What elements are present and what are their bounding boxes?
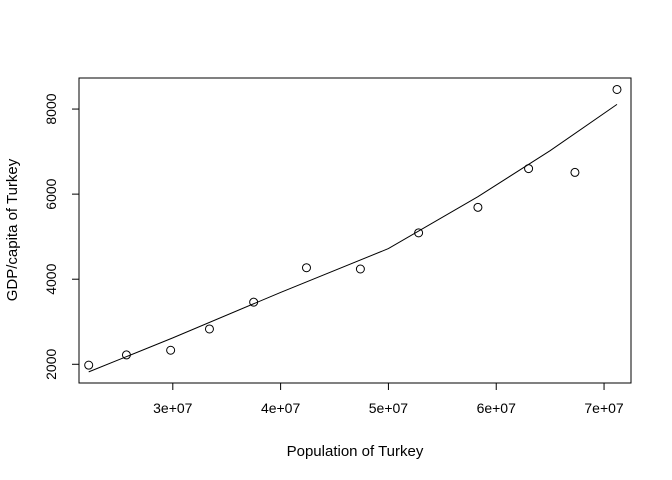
data-point — [166, 345, 176, 355]
x-tick-label: 6e+07 — [477, 400, 517, 416]
x-tick-label: 7e+07 — [584, 400, 624, 416]
x-tick-label: 4e+07 — [261, 400, 301, 416]
data-point — [355, 264, 365, 274]
data-point — [301, 263, 311, 273]
data-point — [414, 228, 424, 238]
data-point — [612, 84, 622, 94]
data-point — [121, 350, 131, 360]
plot-frame — [78, 77, 632, 384]
data-point — [249, 297, 259, 307]
y-tick-label: 2000 — [43, 349, 59, 380]
y-tick-label: 4000 — [43, 263, 59, 294]
data-point — [473, 202, 483, 212]
data-point — [524, 164, 534, 174]
data-point — [570, 167, 580, 177]
x-axis-label: Population of Turkey — [287, 443, 424, 460]
y-axis: 2000 4000 6000 8000 — [43, 93, 80, 380]
data-points — [84, 84, 622, 370]
x-tick-label: 5e+07 — [369, 400, 409, 416]
data-point — [84, 360, 94, 370]
y-tick-label: 8000 — [43, 93, 59, 124]
data-point — [204, 324, 214, 334]
x-axis: 3e+07 4e+07 5e+07 6e+07 7e+07 — [153, 382, 624, 416]
y-axis-label: GDP/capita of Turkey — [4, 158, 21, 301]
fit-line — [88, 103, 618, 373]
y-tick-label: 6000 — [43, 178, 59, 209]
x-tick-label: 3e+07 — [153, 400, 193, 416]
